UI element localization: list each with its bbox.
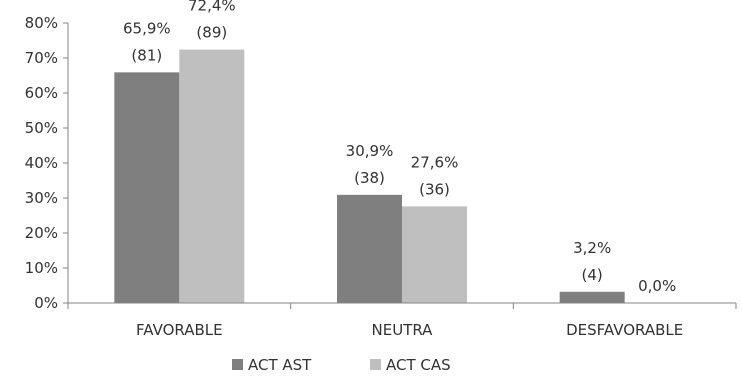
data-label: 30,9% xyxy=(346,142,394,160)
category-label: FAVORABLE xyxy=(136,321,223,339)
y-tick-label: 80% xyxy=(25,14,58,32)
data-label-count: (36) xyxy=(419,180,450,198)
y-tick-label: 60% xyxy=(25,84,58,102)
y-tick-label: 70% xyxy=(25,49,58,67)
bar xyxy=(559,291,625,303)
legend-swatch xyxy=(232,359,243,370)
bar xyxy=(114,72,180,303)
data-label-count: (81) xyxy=(131,46,162,64)
data-label: 0,0% xyxy=(638,277,676,295)
y-tick-label: 20% xyxy=(25,224,58,242)
data-label: 65,9% xyxy=(123,19,171,37)
legend-swatch xyxy=(370,359,381,370)
bar xyxy=(402,206,467,303)
bar xyxy=(337,194,402,303)
y-axis: 0% 10% 20% 30% 40% 50% 60% 70% 80% xyxy=(25,14,69,312)
x-axis: FAVORABLE NEUTRA DESFAVORABLE xyxy=(67,302,737,339)
data-label: 27,6% xyxy=(411,153,459,171)
y-tick-label: 50% xyxy=(25,119,58,137)
data-label: 72,4% xyxy=(188,0,236,15)
data-label-count: (89) xyxy=(196,24,227,42)
data-labels: 65,9% (81) 72,4% (89) 30,9% (38) 27,6% (36) 3,2%… xyxy=(123,0,676,295)
bar xyxy=(179,49,245,303)
legend: ACT AST ACT CAS xyxy=(232,356,451,374)
data-label-count: (38) xyxy=(354,169,385,187)
y-tick-label: 10% xyxy=(25,259,58,277)
bars xyxy=(114,49,625,303)
data-label-count: (4) xyxy=(582,266,603,284)
category-label: NEUTRA xyxy=(372,321,434,339)
y-tick-label: 40% xyxy=(25,154,58,172)
category-label: DESFAVORABLE xyxy=(566,321,683,339)
y-tick-label: 0% xyxy=(34,294,58,312)
y-tick-label: 30% xyxy=(25,189,58,207)
data-label: 3,2% xyxy=(573,239,611,257)
legend-label: ACT CAS xyxy=(386,356,451,374)
legend-label: ACT AST xyxy=(248,356,312,374)
